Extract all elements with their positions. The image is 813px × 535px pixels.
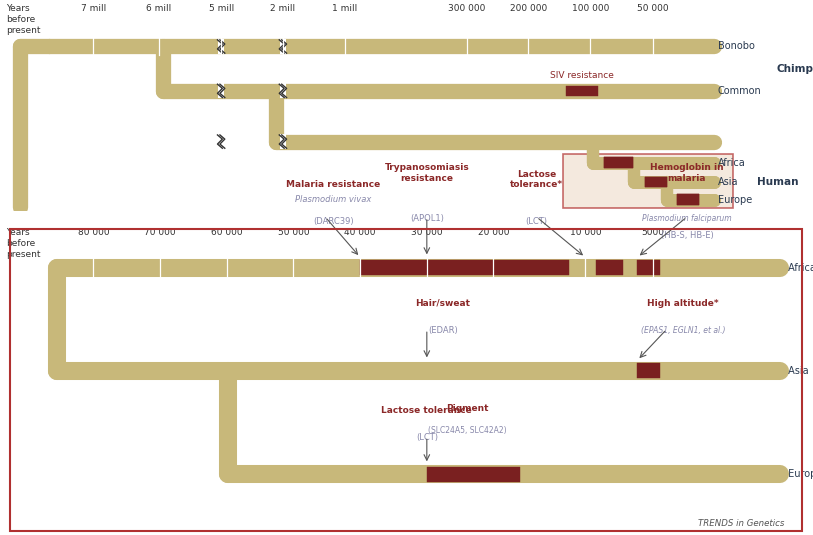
- Text: Years
before
present: Years before present: [7, 4, 41, 35]
- Text: Asia: Asia: [785, 365, 808, 376]
- Text: 6 mill: 6 mill: [146, 4, 172, 13]
- Bar: [360, 260, 569, 275]
- Text: Lactose tolerance: Lactose tolerance: [381, 406, 472, 415]
- Text: 50 000: 50 000: [637, 4, 668, 13]
- Text: Chimpanzee: Chimpanzee: [776, 64, 813, 74]
- Bar: [566, 86, 598, 96]
- Text: 2 mill: 2 mill: [271, 4, 295, 13]
- Text: Plasmodium falciparum: Plasmodium falciparum: [642, 214, 732, 223]
- Text: Africa: Africa: [718, 158, 746, 167]
- Text: Hemoglobin in
malaria: Hemoglobin in malaria: [650, 163, 724, 183]
- Text: (LCT): (LCT): [525, 217, 548, 226]
- Text: (APOL1): (APOL1): [410, 214, 444, 223]
- Bar: [645, 177, 667, 187]
- Bar: [604, 157, 633, 168]
- Text: 5000: 5000: [641, 228, 664, 237]
- Text: Europe: Europe: [785, 470, 813, 479]
- Bar: [645, 177, 667, 187]
- Bar: [280, 83, 286, 98]
- Text: 30 000: 30 000: [411, 228, 442, 237]
- Bar: [637, 260, 660, 275]
- Text: 200 000: 200 000: [510, 4, 547, 13]
- Text: TRENDS in Genetics: TRENDS in Genetics: [698, 519, 785, 528]
- Text: SIV resistance: SIV resistance: [550, 71, 614, 80]
- Text: (SLC24A5, SLC42A2): (SLC24A5, SLC42A2): [428, 426, 506, 434]
- Text: Years
before
present: Years before present: [7, 228, 41, 259]
- Bar: [596, 260, 623, 275]
- Text: Lactose
tolerance*: Lactose tolerance*: [510, 170, 563, 189]
- Bar: [677, 194, 699, 205]
- Text: Asia: Asia: [718, 177, 738, 187]
- Text: 100 000: 100 000: [572, 4, 609, 13]
- Bar: [280, 134, 286, 149]
- Text: Common: Common: [718, 86, 762, 96]
- Text: 300 000: 300 000: [448, 4, 485, 13]
- Bar: [218, 83, 224, 98]
- Bar: [218, 39, 224, 54]
- Text: 10 000: 10 000: [570, 228, 601, 237]
- Text: (DARC39): (DARC39): [313, 217, 354, 226]
- Text: 70 000: 70 000: [145, 228, 176, 237]
- Bar: [427, 467, 520, 482]
- Text: Europe: Europe: [718, 195, 752, 205]
- Text: Hair/sweat: Hair/sweat: [415, 299, 471, 308]
- Text: Malaria resistance: Malaria resistance: [286, 180, 380, 189]
- Text: 80 000: 80 000: [78, 228, 109, 237]
- Text: 60 000: 60 000: [211, 228, 242, 237]
- Bar: [677, 194, 699, 205]
- Text: Africa: Africa: [785, 263, 813, 272]
- Text: Human: Human: [757, 177, 798, 187]
- Text: 50 000: 50 000: [278, 228, 309, 237]
- Text: 40 000: 40 000: [345, 228, 376, 237]
- Text: (EPAS1, EGLN1, et al.): (EPAS1, EGLN1, et al.): [641, 326, 725, 335]
- Text: (LCT): (LCT): [415, 433, 438, 442]
- Text: 7 mill: 7 mill: [80, 4, 107, 13]
- Text: Trypanosomiasis
resistance: Trypanosomiasis resistance: [385, 163, 469, 183]
- Text: Plasmodium vivax: Plasmodium vivax: [295, 195, 372, 204]
- Text: (HB-S, HB-E): (HB-S, HB-E): [661, 231, 713, 240]
- Bar: [280, 39, 286, 54]
- Text: (EDAR): (EDAR): [428, 326, 458, 335]
- Text: Bonobo: Bonobo: [718, 42, 754, 51]
- Bar: [637, 363, 660, 378]
- Bar: [218, 134, 224, 149]
- Text: High altitude*: High altitude*: [647, 299, 719, 308]
- Text: 20 000: 20 000: [478, 228, 509, 237]
- Text: 5 mill: 5 mill: [208, 4, 234, 13]
- Text: Pigment: Pigment: [446, 404, 489, 413]
- FancyBboxPatch shape: [563, 154, 733, 208]
- Bar: [604, 157, 633, 168]
- Text: 1 mill: 1 mill: [332, 4, 358, 13]
